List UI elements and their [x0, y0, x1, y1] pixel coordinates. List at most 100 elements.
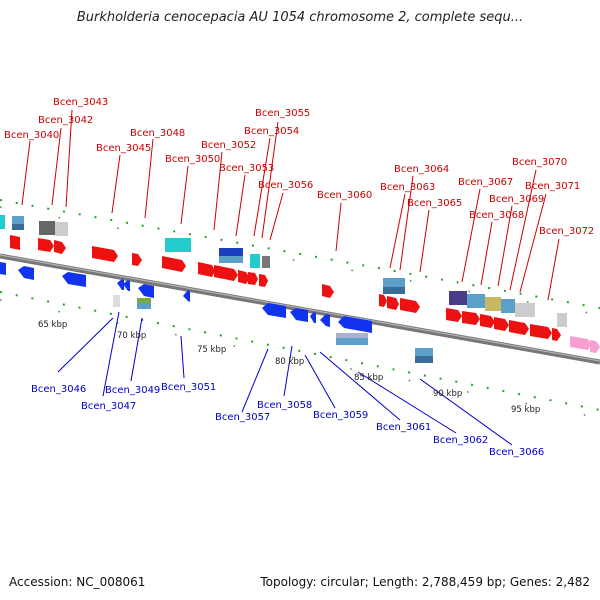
gene-label-bcen-3069[interactable]: Bcen_3069	[489, 194, 545, 205]
gene-arrow-fwd[interactable]	[54, 240, 66, 254]
gene-arrow-rev[interactable]	[290, 308, 308, 322]
gene-label-bcen-3054[interactable]: Bcen_3054	[244, 126, 300, 137]
gene-arrow-rev[interactable]	[320, 314, 330, 327]
gene-label-bcen-3066[interactable]: Bcen_3066	[489, 447, 545, 458]
gene-block[interactable]	[137, 298, 151, 303]
gene-arrow-fwd[interactable]	[494, 317, 509, 331]
gene-arrow-fwd[interactable]	[400, 298, 420, 313]
gene-arrow-fwd[interactable]	[248, 272, 258, 285]
gene-block[interactable]	[557, 313, 567, 327]
gene-label-bcen-3055[interactable]: Bcen_3055	[255, 108, 311, 119]
chromosome-axis-highlight	[0, 254, 600, 362]
gene-label-bcen-3051[interactable]: Bcen_3051	[161, 382, 217, 393]
gene-block[interactable]	[165, 238, 191, 252]
gene-label-bcen-3070[interactable]: Bcen_3070	[512, 157, 568, 168]
tick-label-85: 85 kbp	[354, 373, 384, 383]
gene-block[interactable]	[467, 294, 485, 308]
gene-label-bcen-3062[interactable]: Bcen_3062	[433, 435, 489, 446]
gene-arrow-rev[interactable]	[0, 262, 6, 275]
gene-arrow-fwd[interactable]	[379, 294, 387, 307]
gene-arrow-rev[interactable]	[18, 266, 34, 280]
gene-arrow-fwd[interactable]	[132, 253, 142, 266]
gene-block[interactable]	[137, 303, 151, 309]
gene-block[interactable]	[39, 221, 55, 235]
gene-arrow-rev[interactable]	[183, 290, 190, 302]
gene-label-bcen-3046[interactable]: Bcen_3046	[31, 384, 87, 395]
gene-label-bcen-3064[interactable]: Bcen_3064	[394, 164, 450, 175]
gene-label-bcen-3049[interactable]: Bcen_3049	[105, 385, 161, 396]
gene-block[interactable]	[12, 216, 24, 224]
lower-tick-track	[0, 291, 600, 411]
gene-arrow-fwd[interactable]	[590, 340, 600, 353]
gene-block[interactable]	[449, 291, 467, 305]
gene-arrow-fwd[interactable]	[259, 274, 268, 287]
gene-label-bcen-3043[interactable]: Bcen_3043	[53, 97, 109, 108]
gene-arrow-fwd[interactable]	[214, 265, 238, 281]
gene-label-bcen-3059[interactable]: Bcen_3059	[313, 410, 369, 421]
gene-arrow-rev[interactable]	[62, 272, 86, 287]
gene-block[interactable]	[515, 303, 535, 317]
gene-label-bcen-3050[interactable]: Bcen_3050	[165, 154, 221, 165]
gene-arrow-fwd[interactable]	[446, 308, 462, 322]
gene-label-bcen-3048[interactable]: Bcen_3048	[130, 128, 186, 139]
gene-arrow-fwd[interactable]	[552, 328, 561, 341]
gene-arrow-rev[interactable]	[310, 312, 316, 323]
gene-block[interactable]	[113, 295, 120, 307]
gene-label-bcen-3063[interactable]: Bcen_3063	[380, 182, 436, 193]
gene-label-bcen-3047[interactable]: Bcen_3047	[81, 401, 137, 412]
gene-label-bcen-3042[interactable]: Bcen_3042	[38, 115, 94, 126]
gene-arrow-rev[interactable]	[138, 284, 154, 298]
gene-label-bcen-3057[interactable]: Bcen_3057	[215, 412, 271, 423]
gene-label-bcen-3053[interactable]: Bcen_3053	[219, 163, 275, 174]
gene-arrow-fwd[interactable]	[570, 336, 591, 350]
gene-arrow-fwd[interactable]	[509, 320, 529, 335]
gene-block[interactable]	[262, 256, 270, 268]
upper-tick-track	[0, 199, 600, 309]
gene-label-bcen-3045[interactable]: Bcen_3045	[96, 143, 152, 154]
gene-arrow-rev[interactable]	[123, 280, 130, 291]
gene-arrow-fwd[interactable]	[480, 314, 495, 328]
gene-arrow-fwd[interactable]	[462, 311, 480, 325]
gene-arrow-fwd[interactable]	[322, 284, 334, 298]
gene-arrow-fwd[interactable]	[530, 324, 552, 339]
gene-label-bcen-3065[interactable]: Bcen_3065	[407, 198, 463, 209]
gene-arrow-fwd[interactable]	[198, 262, 215, 277]
gene-block[interactable]	[336, 338, 368, 345]
gene-label-bcen-3058[interactable]: Bcen_3058	[257, 400, 313, 411]
gene-label-bcen-3040[interactable]: Bcen_3040	[4, 130, 60, 141]
gene-arrow-fwd[interactable]	[162, 256, 186, 272]
gene-label-bcen-3060[interactable]: Bcen_3060	[317, 190, 373, 201]
gene-label-bcen-3068[interactable]: Bcen_3068	[469, 210, 525, 221]
gene-block[interactable]	[383, 278, 405, 287]
gene-block[interactable]	[12, 224, 24, 230]
gene-block[interactable]	[485, 297, 501, 311]
gene-block[interactable]	[55, 222, 68, 236]
gene-block[interactable]	[219, 248, 243, 256]
gene-arrow-rev[interactable]	[338, 316, 372, 333]
gene-arrow-fwd[interactable]	[92, 246, 118, 262]
gene-block[interactable]	[0, 215, 5, 229]
gene-block[interactable]	[501, 299, 515, 313]
gene-block[interactable]	[336, 333, 368, 338]
tick-label-70: 70 kbp	[117, 331, 147, 341]
gene-block[interactable]	[250, 254, 260, 268]
gene-arrow-fwd[interactable]	[387, 296, 399, 310]
topology-summary: Topology: circular; Length: 2,788,459 bp…	[260, 575, 590, 589]
gene-arrow-rev[interactable]	[262, 303, 286, 318]
gene-arrow-rev[interactable]	[117, 279, 124, 290]
gene-label-bcen-3061[interactable]: Bcen_3061	[376, 422, 432, 433]
gene-label-bcen-3067[interactable]: Bcen_3067	[458, 177, 514, 188]
gene-label-bcen-3072[interactable]: Bcen_3072	[539, 226, 595, 237]
gene-block[interactable]	[415, 356, 433, 363]
upper-gene-row	[0, 215, 535, 317]
gene-block[interactable]	[415, 348, 433, 356]
gene-block[interactable]	[383, 287, 405, 294]
gene-arrow-fwd[interactable]	[38, 238, 54, 252]
gene-label-bcen-3071[interactable]: Bcen_3071	[525, 181, 581, 192]
gene-arrow-fwd[interactable]	[238, 270, 250, 284]
gene-arrow-fwd[interactable]	[10, 235, 20, 250]
gene-label-bcen-3052[interactable]: Bcen_3052	[201, 140, 257, 151]
gene-label-bcen-3056[interactable]: Bcen_3056	[258, 180, 314, 191]
gene-block[interactable]	[219, 256, 243, 263]
